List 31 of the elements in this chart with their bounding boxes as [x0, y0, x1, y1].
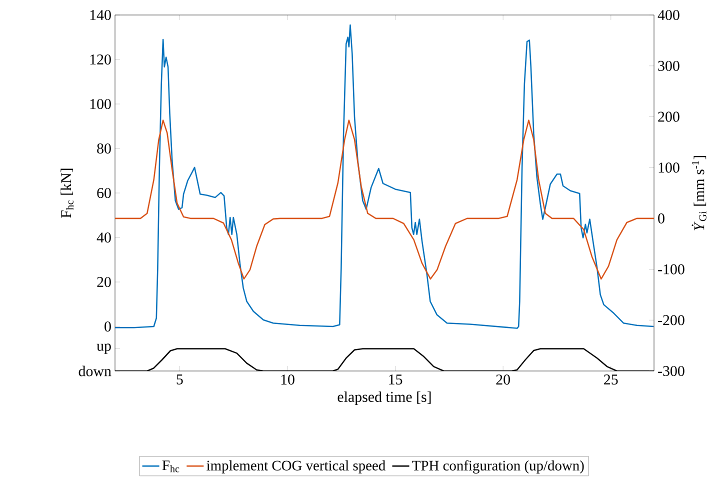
- legend-label: TPH configuration (up/down): [412, 460, 584, 474]
- y-tick-label: up: [96, 344, 111, 354]
- legend-label: F$_{hc}$: [162, 460, 180, 472]
- x-tick-label: 20: [496, 374, 510, 385]
- y-tick-label: 20: [97, 276, 111, 288]
- y-tick-label: 60: [97, 188, 111, 198]
- y-tick-label: 100: [90, 98, 111, 110]
- y2-tick-label: -200: [658, 315, 684, 326]
- y2-tick-label: 0: [658, 213, 664, 224]
- y-tick-label: down: [78, 366, 112, 376]
- y2-tick-label: 400: [658, 10, 680, 20]
- legend-label: implement COG vertical speed: [206, 460, 386, 474]
- line-series: [115, 120, 654, 280]
- y-tick-label: 120: [90, 54, 111, 65]
- y2-axis-title: Ẏ$_{Gi}$ [mm s$^{-1}$]: [692, 156, 706, 230]
- y2-tick-label: 300: [658, 60, 680, 71]
- x-tick-label: 25: [604, 374, 618, 385]
- y2-tick-label: -300: [658, 366, 684, 376]
- x-tick-label: 5: [176, 374, 183, 384]
- y-tick-label: 80: [97, 143, 111, 154]
- y2-tick-label: 200: [658, 112, 680, 122]
- x-tick-label: 15: [389, 374, 402, 385]
- x-tick-label: 10: [281, 374, 294, 385]
- y-tick-label: 140: [90, 10, 111, 20]
- y-tick-label: 40: [96, 232, 111, 243]
- line-series: [115, 24, 654, 329]
- y2-tick-label: -100: [658, 264, 684, 274]
- y-axis-title: F$_{hc}$ [kN]: [60, 168, 74, 218]
- y-tick-label: 0: [104, 321, 111, 332]
- y2-tick-label: 100: [658, 162, 680, 173]
- x-axis-title: elapsed time [s]: [338, 391, 431, 405]
